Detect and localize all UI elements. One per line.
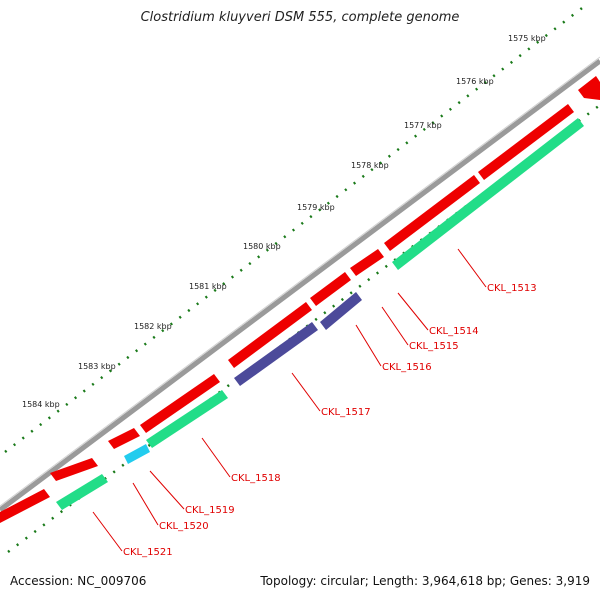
gene-purple-arrow: [234, 322, 318, 386]
gene-green-arrow: [56, 474, 108, 510]
gene-labels: CKL_1513 CKL_1514 CKL_1515 CKL_1516 CKL_…: [123, 283, 537, 558]
scale-label: 1576 kbp: [456, 77, 494, 86]
lower-strand-genes: [56, 118, 584, 510]
gene-purple-arrow: [320, 292, 362, 330]
leader-line: [397, 292, 429, 331]
gene-green-arrow: [392, 118, 584, 270]
leader-line: [457, 248, 487, 288]
leader-line: [92, 511, 123, 552]
scale-label: 1581 kbp: [189, 282, 227, 291]
accession-text: Accession: NC_009706: [10, 574, 147, 588]
gene-red-arrow: [0, 489, 50, 523]
gene-label: CKL_1517: [321, 407, 371, 418]
scale-labels: 1575 kbp 1576 kbp 1577 kbp 1578 kbp 1579…: [22, 34, 546, 409]
leader-line: [132, 482, 159, 526]
tick-row-outer: [4, 4, 587, 453]
gene-red-arrow: [310, 272, 351, 306]
gene-red-arrow: [478, 104, 574, 180]
gene-label: CKL_1518: [231, 473, 281, 484]
gene-red-arrow: [578, 76, 600, 100]
scale-label: 1580 kbp: [243, 242, 281, 251]
gene-red-arrow: [350, 249, 384, 276]
leader-lines: [92, 248, 487, 552]
gene-red-arrow: [50, 458, 98, 481]
scale-label: 1579 kbp: [297, 203, 335, 212]
scale-label: 1578 kbp: [351, 161, 389, 170]
gene-red-arrow: [228, 302, 312, 368]
upper-strand-genes: [0, 76, 600, 523]
gene-label: CKL_1516: [382, 362, 432, 373]
summary-text: Topology: circular; Length: 3,964,618 bp…: [260, 574, 590, 588]
gene-green-arrow: [146, 390, 228, 448]
gene-label: CKL_1514: [429, 326, 479, 337]
leader-line: [355, 324, 382, 367]
scale-label: 1577 kbp: [404, 121, 442, 130]
gene-cyan-arrow: [124, 444, 150, 464]
leader-line: [149, 470, 185, 510]
scale-label: 1583 kbp: [78, 362, 116, 371]
gene-label: CKL_1515: [409, 341, 459, 352]
map-title: Clostridium kluyveri DSM 555, complete g…: [140, 10, 460, 25]
scale-label: 1575 kbp: [508, 34, 546, 43]
leader-line: [291, 372, 321, 412]
scale-label: 1584 kbp: [22, 400, 60, 409]
gene-label: CKL_1520: [159, 521, 209, 532]
backbone: [0, 58, 600, 513]
gene-red-arrow: [140, 374, 220, 433]
gene-red-arrow: [108, 428, 140, 449]
gene-label: CKL_1521: [123, 547, 173, 558]
gene-label: CKL_1519: [185, 505, 235, 516]
leader-line: [381, 306, 409, 346]
gene-red-arrow: [384, 175, 480, 251]
scale-label: 1582 kbp: [134, 322, 172, 331]
leader-line: [201, 437, 231, 478]
gene-label: CKL_1513: [487, 283, 537, 294]
